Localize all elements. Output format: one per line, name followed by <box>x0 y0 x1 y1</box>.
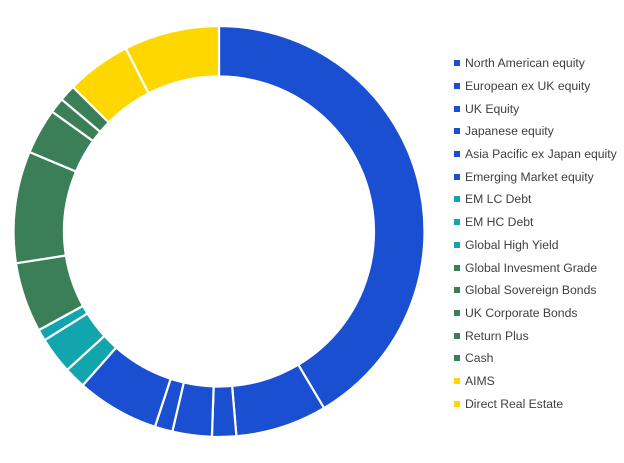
legend-label: Cash <box>465 351 494 366</box>
legend-item: Return Plus <box>452 324 617 347</box>
chart-legend: North American equity European ex UK equ… <box>452 52 617 415</box>
legend-swatch-icon <box>454 60 460 67</box>
legend-swatch-icon <box>454 241 460 248</box>
legend-item: EM LC Debt <box>452 188 617 211</box>
donut-segment <box>217 24 426 410</box>
legend-swatch-icon <box>454 264 460 271</box>
legend-swatch-icon <box>454 151 460 158</box>
legend-swatch-icon <box>454 377 460 384</box>
legend-item: UK Corporate Bonds <box>452 302 617 325</box>
legend-swatch-icon <box>454 309 460 316</box>
legend-swatch-icon <box>454 400 460 407</box>
legend-label: North American equity <box>465 56 585 71</box>
legend-label: European ex UK equity <box>465 79 591 94</box>
legend-label: Asia Pacific ex Japan equity <box>465 147 617 162</box>
legend-swatch-icon <box>454 287 460 294</box>
legend-label: EM LC Debt <box>465 192 532 207</box>
legend-item: Direct Real Estate <box>452 392 617 415</box>
legend-label: Direct Real Estate <box>465 396 564 411</box>
legend-swatch-icon <box>454 173 460 180</box>
legend-label: UK Corporate Bonds <box>465 305 578 320</box>
legend-label: Emerging Market equity <box>465 169 594 184</box>
legend-label: Global Sovereign Bonds <box>465 283 597 298</box>
legend-item: Global Invesment Grade <box>452 256 617 279</box>
legend-swatch-icon <box>454 332 460 339</box>
legend-item: UK Equity <box>452 97 617 120</box>
legend-item: Global High Yield <box>452 234 617 257</box>
legend-label: AIMS <box>465 373 495 388</box>
donut-segment <box>210 384 238 439</box>
legend-swatch-icon <box>454 128 460 135</box>
legend-label: Global High Yield <box>465 237 559 252</box>
legend-item: North American equity <box>452 52 617 75</box>
legend-label: Japanese equity <box>465 124 554 139</box>
legend-label: EM HC Debt <box>465 215 534 230</box>
legend-item: Emerging Market equity <box>452 165 617 188</box>
legend-label: UK Equity <box>465 101 520 116</box>
legend-swatch-icon <box>454 83 460 90</box>
donut-segment <box>124 24 221 95</box>
legend-item: European ex UK equity <box>452 75 617 98</box>
legend-label: Return Plus <box>465 328 529 343</box>
legend-swatch-icon <box>454 196 460 203</box>
legend-item: Cash <box>452 347 617 370</box>
legend-label: Global Invesment Grade <box>465 260 598 275</box>
legend-item: Asia Pacific ex Japan equity <box>452 143 617 166</box>
legend-item: Global Sovereign Bonds <box>452 279 617 302</box>
legend-swatch-icon <box>454 105 460 112</box>
legend-item: AIMS <box>452 370 617 393</box>
legend-swatch-icon <box>454 219 460 226</box>
donut-chart <box>12 24 426 439</box>
legend-item: EM HC Debt <box>452 211 617 234</box>
legend-swatch-icon <box>454 355 460 362</box>
legend-item: Japanese equity <box>452 120 617 143</box>
